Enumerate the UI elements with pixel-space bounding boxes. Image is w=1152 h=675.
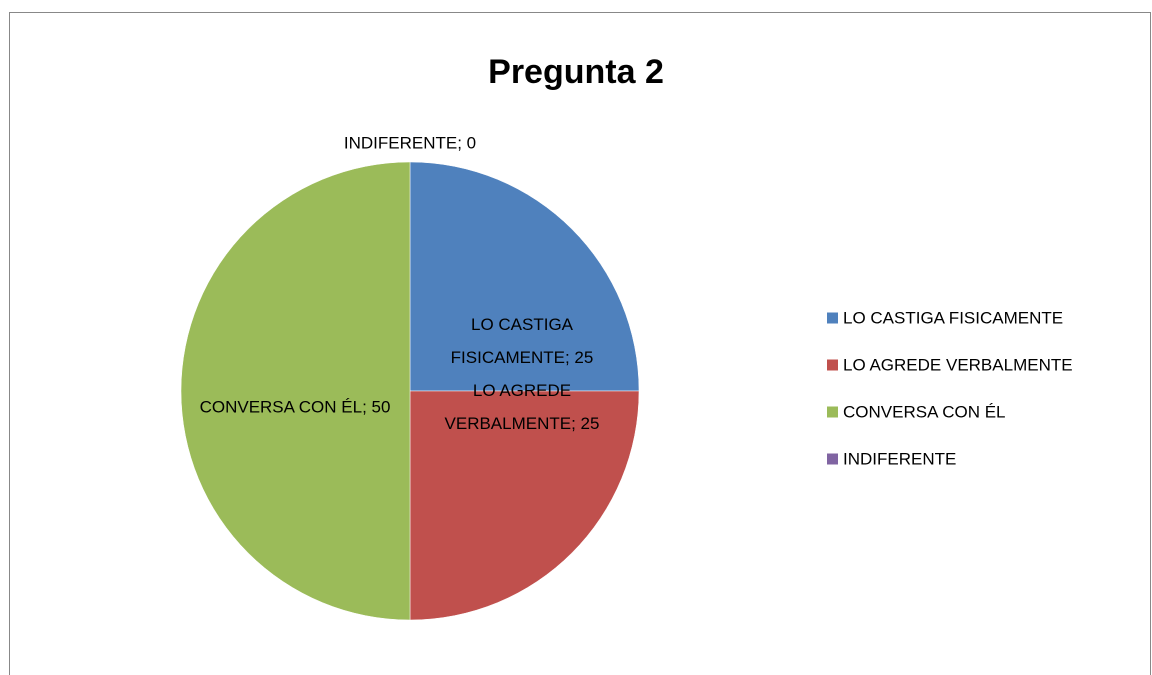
legend-swatch — [827, 312, 838, 324]
legend-swatch — [827, 453, 838, 465]
data-label: INDIFERENTE; 0 — [343, 133, 477, 153]
chart-border — [9, 12, 1151, 675]
pie-slice — [409, 161, 640, 392]
data-label: LO CASTIGA FISICAMENTE; 25 — [450, 315, 594, 367]
data-label: CONVERSA CON ÉL; 50 — [199, 397, 391, 417]
legend-label: LO CASTIGA FISICAMENTE — [843, 308, 1063, 327]
legend-swatch — [827, 406, 838, 418]
legend-label: LO AGREDE VERBALMENTE — [843, 355, 1073, 374]
legend-label: INDIFERENTE — [843, 449, 956, 468]
pie-slice — [409, 390, 640, 621]
legend-swatch — [827, 359, 838, 371]
legend-label: CONVERSA CON ÉL — [843, 402, 1006, 421]
pie-slice — [180, 161, 411, 621]
data-label: LO AGREDE VERBALMENTE; 25 — [444, 381, 600, 433]
chart-title: Pregunta 2 — [488, 53, 664, 91]
